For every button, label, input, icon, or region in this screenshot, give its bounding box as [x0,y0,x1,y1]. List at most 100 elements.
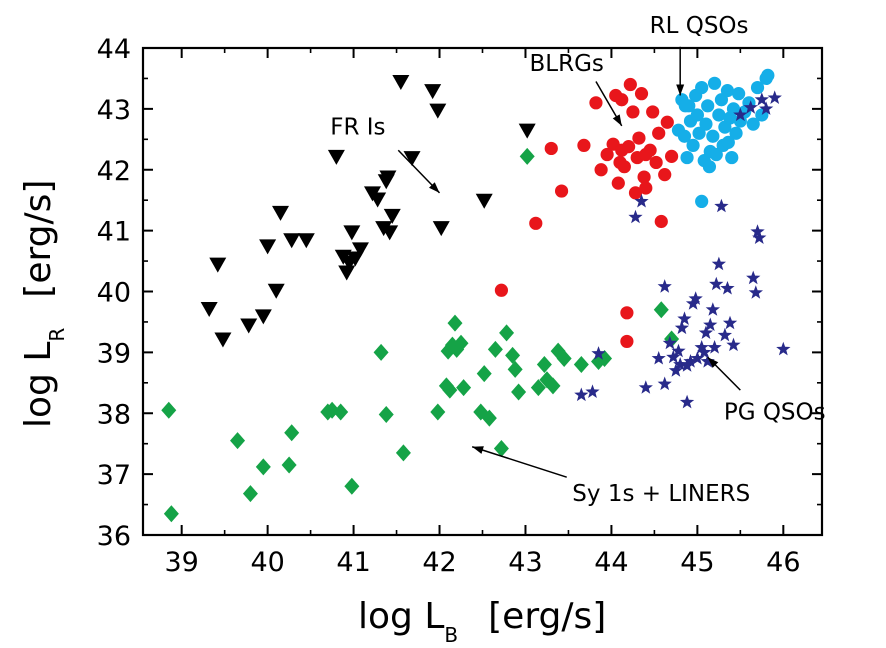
x-axis-title-sub: B [444,623,458,647]
data-point [255,458,271,476]
data-point [272,205,290,221]
data-point [694,340,709,354]
data-point [639,181,653,195]
data-point [697,344,712,359]
data-point [617,160,631,174]
data-point [242,485,258,503]
data-point [651,351,666,365]
data-point [706,129,720,143]
y-tick-label: 42 [97,156,131,187]
data-point [703,317,718,331]
data-point [327,149,345,165]
data-point [429,103,447,119]
data-point [240,318,258,334]
data-point [481,409,497,427]
data-point [658,168,672,182]
series-0-triangle-down [200,74,536,348]
data-point [591,346,606,360]
data-point [511,383,527,401]
data-point [680,150,694,165]
data-point [163,505,179,523]
x-tick-label: 44 [594,547,628,578]
data-point [200,302,218,318]
data-point [284,424,300,442]
data-points [161,68,791,523]
x-tick-label: 42 [422,547,456,578]
data-point [615,93,629,107]
y-tick-label: 40 [97,278,131,309]
data-point [657,376,672,391]
data-point [652,126,666,140]
data-point [683,354,698,368]
data-point [702,160,717,174]
data-point [662,335,677,350]
data-point [646,105,660,119]
data-point [209,257,227,273]
data-point [686,138,700,152]
data-point [499,324,515,342]
data-point [333,403,349,421]
data-point [721,135,735,149]
data-point [338,265,356,281]
data-point [594,163,608,177]
data-point [507,360,523,378]
data-point [283,233,301,249]
data-point [403,151,421,167]
data-point [729,126,743,140]
data-point [369,192,387,208]
data-point [668,363,683,377]
y-axis-title-sub: R [45,328,69,342]
data-point [649,155,663,170]
data-point [589,96,603,110]
data-point [654,214,668,229]
data-point [725,150,739,165]
annotation-label: PG QSOs [724,399,826,425]
data-point [776,341,791,356]
data-point [678,99,692,113]
data-point [373,343,389,361]
data-point [529,216,543,230]
data-point [447,314,463,332]
data-point [632,131,646,145]
data-point [577,138,591,152]
annotations: FR Is BLRGs RL QSOs PG QSOs Sy 1s + LINERS [330,13,825,507]
data-point [519,147,535,165]
x-axis-title-main: log L [358,596,444,637]
data-point [634,87,649,101]
series-4-star [574,90,791,409]
data-point [623,77,637,92]
data-point [692,126,706,140]
data-point [733,107,748,121]
data-point [653,301,669,319]
annotation-label: BLRGs [530,51,604,77]
data-point [556,349,572,367]
data-point [714,198,729,213]
data-point [722,315,738,330]
data-point [690,108,704,122]
data-point [554,184,569,198]
data-point [573,356,589,374]
x-tick-label: 46 [766,547,800,578]
data-point [476,365,492,383]
x-axis-title: log LB [erg/s] [358,596,606,647]
x-axis-title-unit: [erg/s] [488,596,606,637]
data-point [281,456,297,474]
data-point [660,115,674,129]
y-tick-label: 41 [97,217,131,248]
data-point [378,405,394,423]
data-point [677,129,692,143]
data-point [392,74,410,90]
data-point [720,281,735,295]
data-point [726,102,741,116]
data-point [743,100,758,114]
annotation-arrow-head [612,114,622,126]
data-point [432,221,450,237]
data-point [344,477,360,495]
data-point [634,193,649,208]
data-point [746,117,760,131]
data-point [726,337,741,352]
series-2-circle [671,68,775,209]
data-point [574,387,589,402]
data-point [544,141,558,156]
